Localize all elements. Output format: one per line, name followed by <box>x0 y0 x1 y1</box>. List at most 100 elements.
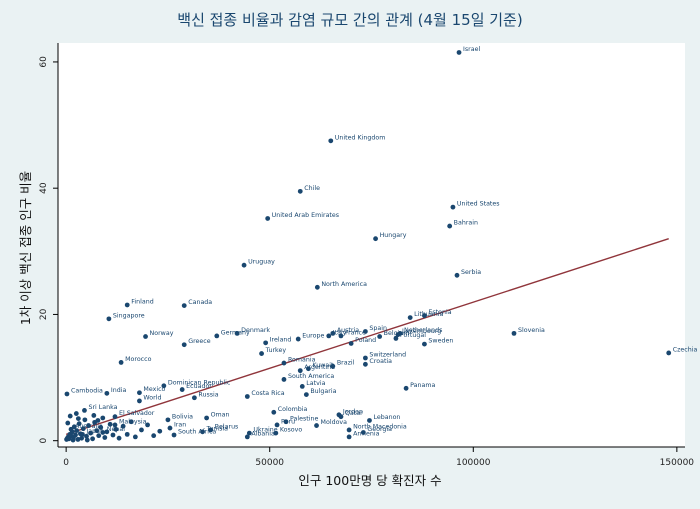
point-label: Norway <box>150 330 174 337</box>
scatter-point <box>104 390 110 396</box>
scatter-point <box>422 341 427 347</box>
scatter-point <box>265 216 271 221</box>
scatter-point <box>326 333 332 339</box>
point-label: Lebanon <box>373 414 400 421</box>
point-label: Luxembourg <box>402 328 441 335</box>
point-label: Iran <box>174 422 186 429</box>
scatter-point <box>90 436 96 442</box>
scatter-point <box>362 361 368 367</box>
scatter-point <box>246 430 252 436</box>
point-label: Uruguay <box>248 259 275 266</box>
point-label: Spain <box>369 325 387 332</box>
scatter-point <box>71 424 77 430</box>
scatter-point <box>395 332 401 338</box>
scatter-point <box>100 415 106 421</box>
point-label: Finland <box>131 298 154 305</box>
scatter-point <box>82 407 87 413</box>
scatter-point <box>143 334 148 339</box>
point-label: Morocco <box>125 356 152 363</box>
point-label: Japan <box>85 428 104 435</box>
scatter-point <box>75 416 81 421</box>
point-label: United States <box>457 201 500 208</box>
point-label: Jordan <box>342 408 363 415</box>
point-label: Nepal <box>107 426 125 433</box>
point-label: Singapore <box>113 312 145 319</box>
scatter-point <box>360 430 366 435</box>
y-tick-label: 60 <box>39 56 49 68</box>
point-label: Russia <box>198 391 218 398</box>
scatter-point <box>393 336 399 341</box>
x-tick-label: 0 <box>63 458 69 468</box>
point-label: Malaysia <box>119 418 147 425</box>
scatter-point <box>274 422 280 428</box>
point-label: Poland <box>355 337 376 344</box>
point-label: Lithuania <box>414 311 443 318</box>
point-label: Qatar <box>345 410 363 417</box>
scatter-point <box>263 340 269 346</box>
point-label: Czechia <box>673 346 698 353</box>
point-label: Palestine <box>290 415 318 422</box>
scatter-point <box>157 428 163 434</box>
scatter-point <box>346 434 352 440</box>
scatter-point <box>95 418 101 423</box>
scatter-point <box>330 330 336 336</box>
scatter-point <box>80 426 86 432</box>
point-label: North Macedonia <box>353 423 407 430</box>
scatter-point <box>297 188 303 194</box>
scatter-point <box>73 411 79 416</box>
scatter-point <box>454 272 460 278</box>
x-tick-label: 100000 <box>456 458 491 468</box>
point-label: Canada <box>188 299 212 306</box>
point-label: Costa Rica <box>251 390 284 397</box>
scatter-point <box>328 138 334 144</box>
fit-line-layer <box>65 238 669 436</box>
point-label: Greece <box>188 338 211 345</box>
point-label: Georgia <box>367 426 392 433</box>
point-label: Moldova <box>321 419 348 426</box>
scatter-point <box>107 421 113 427</box>
scatter-point <box>88 430 93 436</box>
scatter-point <box>98 425 104 430</box>
point-label: Ecuador <box>186 383 212 390</box>
scatter-point <box>314 423 319 428</box>
scatter-point <box>305 366 311 372</box>
scatter-point <box>167 425 173 431</box>
y-axis-title: 1차 이상 백신 접종 인구 비율 <box>18 171 33 325</box>
scatter-point <box>362 355 368 361</box>
point-label: Romania <box>288 357 316 364</box>
x-axis-title: 인구 100만명 당 확진자 수 <box>298 473 441 488</box>
scatter-point <box>377 334 383 339</box>
scatter-point <box>75 437 81 442</box>
scatter-point <box>76 421 82 427</box>
scatter-point <box>116 435 122 441</box>
point-label: World <box>143 394 161 401</box>
point-label: Austria <box>337 327 359 334</box>
scatter-point <box>283 419 289 425</box>
scatter-point <box>82 417 88 423</box>
scatter-point <box>137 390 142 396</box>
scatter-point <box>338 414 344 420</box>
scatter-point <box>367 418 372 423</box>
scatter-point <box>447 223 453 229</box>
point-label: Tunisia <box>206 425 229 432</box>
point-label: Dominican Republic <box>168 379 231 386</box>
scatter-point <box>181 342 187 348</box>
point-label: United Arab Emirates <box>272 212 339 219</box>
scatter-point <box>338 333 344 339</box>
point-label: France <box>345 329 366 336</box>
scatter-point <box>128 419 134 425</box>
scatter-point <box>165 417 171 423</box>
x-tick-label: 150000 <box>660 458 695 468</box>
scatter-point <box>161 383 167 389</box>
point-label: Cambodia <box>71 387 103 394</box>
scatter-point <box>244 394 250 399</box>
scatter-point <box>84 437 90 443</box>
x-tick-label: 50000 <box>255 458 284 468</box>
point-label: Bahrain <box>454 220 478 227</box>
scatter-point <box>65 420 71 426</box>
scatter-point <box>181 303 187 308</box>
point-label: Croatia <box>369 358 392 365</box>
y-tick-label: 20 <box>39 308 49 320</box>
scatter-point <box>346 427 352 433</box>
